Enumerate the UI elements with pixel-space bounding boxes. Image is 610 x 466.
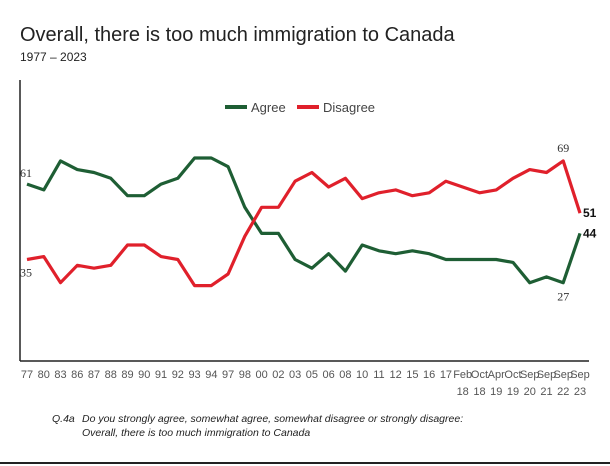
question-id: Q.4a — [52, 413, 75, 425]
x-tick-label: 05 — [306, 369, 318, 381]
x-tick-label: Sep — [520, 369, 540, 381]
x-tick-label: 77 — [21, 369, 33, 381]
chart-subtitle: 1977 – 2023 — [20, 50, 87, 64]
x-tick-label: Sep — [570, 369, 590, 381]
x-tick-label: Sep — [553, 369, 573, 381]
x-tick-label: 89 — [121, 369, 133, 381]
x-tick-label: 98 — [239, 369, 251, 381]
data-label-disagree: 35 — [20, 266, 32, 280]
x-tick-label: 87 — [88, 369, 100, 381]
x-tick-label: 08 — [339, 369, 351, 381]
x-tick-label: Apr — [488, 369, 505, 381]
legend-label-disagree: Disagree — [323, 100, 375, 115]
x-tick-label: 00 — [255, 369, 267, 381]
x-tick-label-year: 18 — [473, 386, 485, 398]
question-statement: Overall, there is too much immigration t… — [82, 427, 311, 439]
x-tick-label: 06 — [323, 369, 335, 381]
footnote: Q.4a Do you strongly agree, somewhat agre… — [52, 412, 463, 440]
x-tick-label: 17 — [440, 369, 452, 381]
x-tick-label: 91 — [155, 369, 167, 381]
x-tick-label-year: 19 — [490, 386, 502, 398]
x-tick-label: 94 — [205, 369, 217, 381]
x-tick-label: 11 — [373, 369, 384, 381]
x-tick-label: Sep — [537, 369, 557, 381]
x-tick-label-year: 18 — [457, 386, 469, 398]
x-tick-label-year: 22 — [557, 386, 569, 398]
legend-label-agree: Agree — [251, 100, 286, 115]
x-tick-label: 83 — [54, 369, 66, 381]
series-line-agree — [26, 156, 582, 285]
bottom-rule — [0, 462, 610, 464]
series-group — [26, 156, 582, 288]
x-tick-label: 90 — [138, 369, 150, 381]
x-tick-label: 12 — [390, 369, 402, 381]
x-tick-label: Oct — [471, 369, 488, 381]
x-tick-label: 03 — [289, 369, 301, 381]
data-label-agree: 61 — [20, 166, 32, 180]
x-tick-label-year: 21 — [540, 386, 552, 398]
chart-title: Overall, there is too much immigration t… — [20, 24, 455, 46]
x-tick-label: 92 — [172, 369, 184, 381]
x-tick-label-year: 23 — [574, 386, 586, 398]
x-tick-label: Oct — [504, 369, 521, 381]
data-label-disagree: 69 — [557, 141, 569, 155]
x-tick-label: 88 — [105, 369, 117, 381]
x-tick-label: 93 — [188, 369, 200, 381]
data-label-agree: 44 — [583, 226, 597, 240]
data-label-disagree: 51 — [583, 206, 597, 220]
x-tick-label: 10 — [356, 369, 368, 381]
x-tick-label: 02 — [272, 369, 284, 381]
x-tick-label-year: 19 — [507, 386, 519, 398]
x-tick-label: 97 — [222, 369, 234, 381]
x-tick-label: 15 — [406, 369, 418, 381]
question-text: Do you strongly agree, somewhat agree, s… — [82, 413, 464, 425]
x-tick-label-year: 20 — [524, 386, 536, 398]
data-labels: 61 35 69 27 51 44 — [20, 141, 597, 304]
series-line-disagree — [26, 159, 582, 288]
x-tick-label: 86 — [71, 369, 83, 381]
x-tick-label: 16 — [423, 369, 435, 381]
x-tick-labels: 77 80 83 86 87 88 89 90 91 92 93 94 97 98 00 02 03 05 06 08… — [21, 369, 590, 398]
x-tick-label: Feb — [453, 369, 472, 381]
legend: Agree Disagree — [225, 100, 375, 115]
x-tick-label: 80 — [38, 369, 50, 381]
data-label-agree: 27 — [557, 290, 569, 304]
